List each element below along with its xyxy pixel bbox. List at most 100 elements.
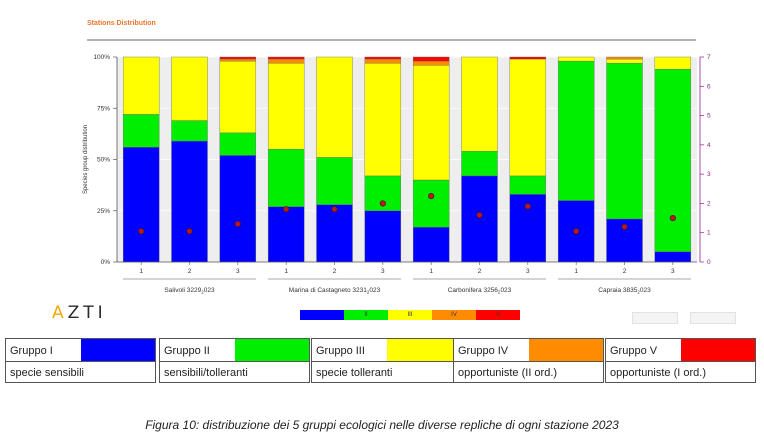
group-box-ii: Gruppo II sensibili/tolleranti: [159, 338, 310, 383]
bar-segment: [606, 58, 643, 64]
azti-logo: AZTI: [52, 303, 107, 323]
strip-cell-iv: IV: [432, 310, 476, 320]
y2-tick-label: 2: [707, 200, 711, 207]
bar-segment: [171, 140, 208, 263]
group-desc: specie tolleranti: [316, 367, 393, 379]
station-label: Salivoli 32292023: [164, 287, 215, 295]
x-tick-label: 2: [623, 268, 627, 275]
bar-segment: [364, 210, 402, 263]
strip-cell-ii: II: [344, 310, 388, 320]
group-desc: sensibili/tolleranti: [164, 367, 248, 379]
bar-segment: [412, 226, 450, 263]
x-tick-label: 3: [671, 268, 675, 275]
bar-segment: [267, 62, 305, 150]
index-marker: [234, 220, 241, 228]
station-label: Marina di Castagneto 32312023: [289, 287, 381, 295]
control-button-2[interactable]: [690, 312, 736, 324]
strip-cell-v: V: [476, 310, 520, 320]
group-desc: opportuniste (II ord.): [458, 367, 558, 379]
bar-segment: [364, 58, 402, 64]
bar-segment: [412, 179, 450, 228]
bar-segment: [267, 149, 305, 207]
bar-segment: [654, 251, 692, 263]
index-marker: [331, 206, 338, 213]
index-marker: [379, 200, 386, 207]
group-box-iii: Gruppo III specie tolleranti: [311, 338, 462, 383]
bar-segment: [316, 204, 353, 263]
y2-tick-label: 5: [707, 113, 711, 120]
group-swatch: [387, 339, 461, 361]
group-box-v: Gruppo V opportuniste (I ord.): [605, 338, 756, 383]
bar-segment: [267, 206, 305, 263]
group-desc: specie sensibili: [10, 367, 84, 379]
x-tick-label: 3: [236, 268, 240, 275]
bar-segment: [219, 56, 257, 60]
station-label: Capraia 38352023: [598, 287, 651, 295]
x-tick-label: 2: [478, 268, 482, 275]
bar-segment: [509, 56, 547, 60]
bar-segment: [509, 58, 547, 177]
bar-segment: [557, 56, 595, 62]
bar-segment: [412, 60, 450, 66]
group-name: Gruppo V: [610, 345, 658, 357]
figure-caption: Figura 10: distribuzione dei 5 gruppi ec…: [145, 418, 619, 432]
control-button-1[interactable]: [632, 312, 678, 324]
y-tick-label: 75%: [97, 105, 110, 112]
y2-tick-label: 6: [707, 83, 711, 90]
y-tick-label: 25%: [97, 208, 110, 215]
index-marker: [283, 206, 290, 213]
x-tick-label: 1: [574, 268, 578, 275]
group-swatch: [81, 339, 155, 361]
group-name: Gruppo I: [10, 345, 53, 357]
bar-segment: [171, 56, 208, 121]
bar-segment: [509, 175, 547, 195]
group-swatch: [681, 339, 755, 361]
index-marker: [186, 228, 193, 235]
group-name: Gruppo II: [164, 345, 210, 357]
bar-segment: [122, 56, 160, 115]
x-tick-label: 3: [526, 268, 530, 275]
index-marker: [476, 212, 483, 219]
x-tick-label: 1: [284, 268, 288, 275]
index-marker: [621, 223, 628, 230]
group-name: Gruppo IV: [458, 345, 509, 357]
bar-segment: [461, 56, 498, 152]
bar-segment: [122, 114, 160, 148]
x-tick-label: 1: [429, 268, 433, 275]
bar-segment: [219, 155, 257, 263]
y2-tick-label: 1: [707, 230, 711, 237]
y2-tick-label: 4: [707, 142, 711, 149]
bar-segment: [122, 146, 160, 263]
bar-segment: [606, 56, 643, 60]
bar-segment: [364, 62, 402, 177]
color-legend-strip: II III IV V: [300, 310, 520, 320]
index-marker: [669, 214, 676, 222]
bar-segment: [461, 151, 498, 177]
y-axis-label: Species group distribution: [83, 125, 89, 194]
bar-segment: [316, 157, 353, 205]
bar-segment: [412, 64, 450, 181]
group-desc: opportuniste (I ord.): [610, 367, 706, 379]
bar-segment: [219, 132, 257, 156]
bar-segment: [267, 58, 305, 64]
y-tick-label: 0%: [101, 259, 111, 266]
bar-segment: [171, 120, 208, 142]
group-box-iv: Gruppo IV opportuniste (II ord.): [453, 338, 604, 383]
logo-first-letter: A: [52, 303, 68, 323]
x-tick-label: 2: [333, 268, 337, 275]
y-tick-label: 100%: [93, 54, 110, 61]
bar-segment: [654, 56, 692, 70]
bar-segment: [654, 69, 692, 252]
chart-title: Stations Distribution: [87, 20, 156, 27]
x-tick-label: 2: [188, 268, 192, 275]
bar-segment: [219, 58, 257, 62]
x-tick-label: 1: [139, 268, 143, 275]
y2-tick-label: 0: [707, 259, 711, 266]
group-box-i: Gruppo I specie sensibili: [5, 338, 156, 383]
strip-cell-i: [300, 310, 344, 320]
station-label: Carbonifera 32562023: [448, 287, 512, 295]
y-tick-label: 50%: [97, 157, 110, 164]
group-swatch: [235, 339, 309, 361]
bar-segment: [364, 56, 402, 60]
bar-segment: [316, 56, 353, 158]
